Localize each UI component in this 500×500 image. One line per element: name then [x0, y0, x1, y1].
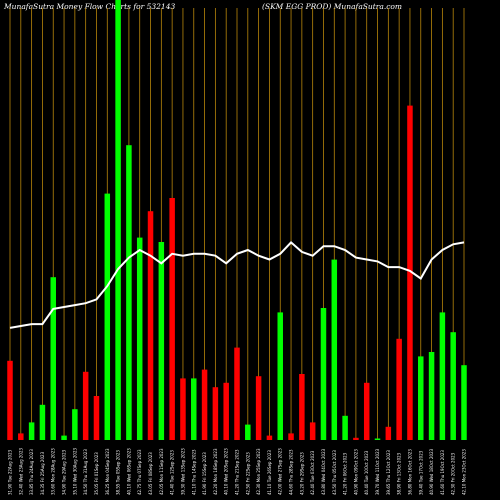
x-tick-label: 40.90 Mon 09Oct 2023 — [353, 449, 358, 495]
volume-bar — [18, 433, 24, 440]
volume-bar — [255, 376, 262, 440]
volume-bar — [288, 433, 294, 440]
volume-bar — [169, 198, 175, 440]
volume-bar — [266, 435, 273, 440]
x-tick-label: 41.10 Tue 26Sep 2023 — [267, 450, 272, 495]
x-tick-label: 41.40 Tue 12Sep 2023 — [170, 450, 175, 495]
x-tick-label: 38.55 Tue 05Sep 2023 — [116, 450, 121, 495]
volume-bar — [115, 0, 121, 440]
x-tick-label: 40.10 Wed 20Sep 2023 — [224, 448, 229, 495]
x-tick-label: 39.65 Thu 12Oct 2023 — [386, 450, 391, 495]
x-tick-label: 41.20 Thu 21Sep 2023 — [235, 449, 240, 495]
volume-bar — [353, 437, 359, 440]
x-tick-label: 43.05 Fri 08Sep 2023 — [148, 452, 153, 495]
volume-bar — [374, 438, 381, 440]
x-tick-label: 43.50 Thu 05Oct 2023 — [332, 450, 337, 495]
x-tick-label: 42.30 Mon 25Sep 2023 — [256, 448, 261, 495]
volume-bar — [320, 308, 327, 440]
chart-subtitle: (SKM EGG PROD) MunafaSutra.com — [262, 2, 403, 11]
x-tick-label: 43.80 Wed 04Oct 2023 — [321, 448, 326, 495]
x-tick-label: 41.10 Thu 14Sep 2023 — [191, 449, 196, 495]
x-tick-label: 40.40 Tue 10Oct 2023 — [364, 450, 369, 495]
x-tick-label: 42.20 Mon 18Sep 2023 — [213, 448, 218, 495]
volume-bar — [201, 369, 208, 440]
volume-bar — [309, 422, 316, 440]
volume-bar — [342, 415, 348, 440]
volume-bar — [93, 396, 100, 440]
x-tick-label: 38.90 Fri 13Oct 2023 — [397, 452, 402, 495]
volume-bar — [299, 374, 305, 440]
volume-bar — [407, 105, 413, 440]
price-line — [9, 241, 465, 329]
volume-bar — [50, 277, 56, 440]
x-tick-label: 40.10 Wed 06Sep 2023 — [126, 448, 131, 495]
x-tick-label: 36.25 Mon 04Sep 2023 — [105, 448, 110, 495]
x-tick-label: 35.05 Fri 01Sep 2023 — [94, 452, 99, 495]
volume-bar — [82, 371, 89, 440]
x-tick-label: 39.70 Wed 11Oct 2023 — [375, 448, 380, 495]
volume-bar — [418, 356, 424, 440]
volume-bar — [7, 360, 13, 440]
x-tick-label: 42.05 Mon 11Sep 2023 — [159, 448, 164, 495]
x-tick-label: 34.35 Fri 25Aug 2023 — [40, 451, 45, 495]
x-tick-label: 44.60 Thu 28Sep 2023 — [289, 449, 294, 495]
x-tick-label: 41.60 Thu 19Oct 2023 — [440, 450, 445, 495]
x-tick-label: 42.30 Fri 20Oct 2023 — [451, 452, 456, 495]
x-tick-label: 41.20 Fri 06Oct 2023 — [343, 452, 348, 495]
x-tick-label: 39.40 Tue 17Oct 2023 — [418, 450, 423, 495]
volume-bar — [136, 237, 143, 440]
volume-bar — [428, 352, 435, 440]
volume-bar — [126, 145, 132, 440]
x-tick-label: 33.85 Thu 24Aug 2023 — [29, 449, 34, 495]
volume-bar — [439, 312, 446, 440]
x-tick-label: 34.50 Thu 31Aug 2023 — [83, 449, 88, 495]
volume-bar — [61, 435, 67, 440]
volume-bar — [385, 426, 392, 440]
volume-bar — [212, 387, 219, 440]
volume-bar — [245, 424, 251, 440]
x-tick-label: 42.40 Tue 03Oct 2023 — [310, 450, 315, 495]
x-tick-label: 42.10 Mon 23Oct 2023 — [462, 449, 467, 495]
volume-bar — [39, 404, 46, 440]
volume-bar — [158, 242, 165, 440]
volume-bars — [7, 0, 467, 440]
chart-title: MunafaSutra Money Flow Charts for 532143 — [4, 2, 176, 11]
volume-bar — [331, 259, 338, 440]
volume-bar — [363, 382, 370, 440]
volume-bar — [180, 378, 186, 440]
x-tick-label: 36.80 Mon 16Oct 2023 — [407, 449, 412, 495]
volume-bar — [147, 211, 154, 440]
volume-bar — [28, 422, 35, 440]
volume-bar — [72, 409, 78, 440]
x-tick-label: 42.75 Thu 07Sep 2023 — [137, 449, 142, 495]
volume-bar — [223, 382, 229, 440]
x-tick-labels: 31.90 Tue 22Aug 2023 32.40 Wed 23Aug 2023… — [8, 447, 467, 495]
volume-bar — [396, 338, 402, 440]
x-tick-label: 33.60 Mon 28Aug 2023 — [51, 448, 56, 495]
volume-bar — [191, 378, 197, 440]
x-tick-label: 41.90 Fri 15Sep 2023 — [202, 452, 207, 495]
x-tick-label: 35.10 Wed 30Aug 2023 — [72, 447, 77, 495]
x-tick-label: 32.40 Wed 23Aug 2023 — [18, 447, 23, 495]
x-tick-label: 39.30 Wed 13Sep 2023 — [180, 448, 185, 495]
x-tick-label: 31.90 Tue 22Aug 2023 — [8, 449, 13, 495]
volume-bar — [234, 347, 240, 440]
volume-bar — [450, 332, 456, 440]
x-tick-label: 42.50 Fri 22Sep 2023 — [245, 452, 250, 495]
x-tick-label: 34.90 Tue 29Aug 2023 — [62, 449, 67, 495]
x-tick-label: 42.00 Wed 27Sep 2023 — [278, 448, 283, 495]
volume-bar — [104, 193, 111, 440]
volume-bar — [277, 312, 283, 440]
x-tick-label: 40.90 Wed 18Oct 2023 — [429, 448, 434, 495]
volume-bar — [461, 365, 467, 440]
x-tick-label: 43.20 Fri 29Sep 2023 — [299, 452, 304, 495]
